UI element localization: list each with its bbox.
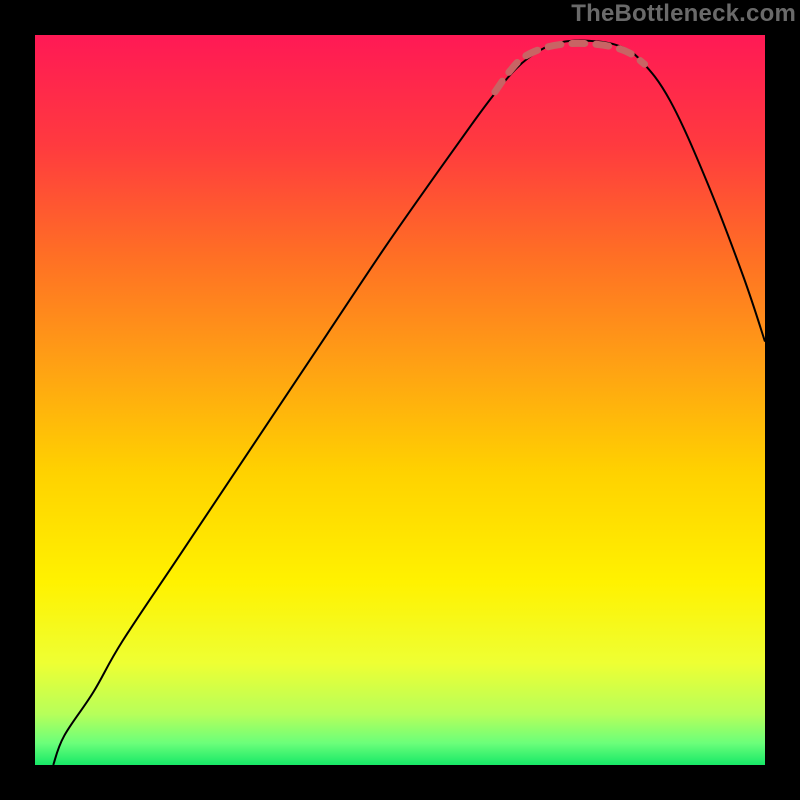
image-root: TheBottleneck.com: [0, 0, 800, 800]
gradient-background: [35, 35, 765, 765]
bottleneck-curve-chart: [35, 35, 765, 765]
chart-plot-area: [35, 35, 765, 765]
watermark-text: TheBottleneck.com: [571, 0, 796, 28]
